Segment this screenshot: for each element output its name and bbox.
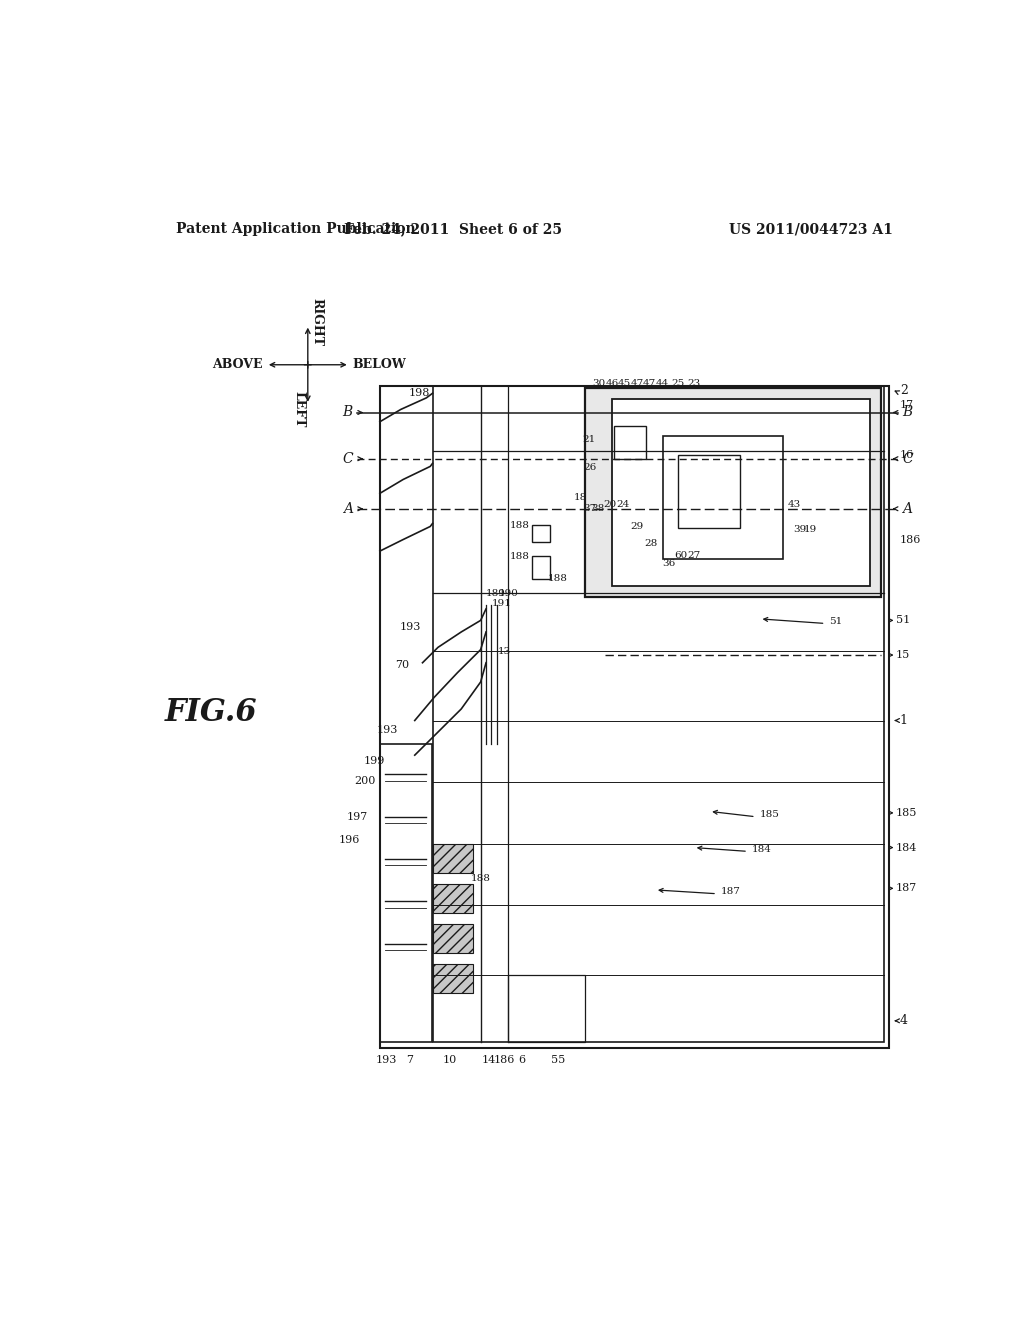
Text: 189: 189 <box>486 589 506 598</box>
Text: 188: 188 <box>510 552 529 561</box>
Text: B: B <box>902 405 912 420</box>
Text: 187: 187 <box>721 887 740 896</box>
Text: 24: 24 <box>615 500 629 510</box>
Text: 193: 193 <box>399 622 421 631</box>
Bar <box>380 387 889 1048</box>
Text: 14: 14 <box>481 1056 496 1065</box>
Text: 184: 184 <box>896 842 918 853</box>
Text: 27: 27 <box>687 552 700 560</box>
Text: 47: 47 <box>643 379 656 388</box>
Text: 185: 185 <box>760 810 779 818</box>
Text: 21: 21 <box>583 436 596 444</box>
Text: 193: 193 <box>377 725 397 735</box>
Text: US 2011/0044723 A1: US 2011/0044723 A1 <box>729 222 893 236</box>
Text: 51: 51 <box>829 616 843 626</box>
Bar <box>432 924 473 953</box>
Text: 187: 187 <box>896 883 918 894</box>
Text: C: C <box>342 451 352 466</box>
Text: ABOVE: ABOVE <box>212 358 263 371</box>
Text: 186: 186 <box>900 535 922 545</box>
Text: 188: 188 <box>548 574 567 582</box>
Text: 60: 60 <box>675 552 688 560</box>
Text: 188: 188 <box>510 521 529 531</box>
Text: 28: 28 <box>644 539 657 548</box>
Text: FIG.6: FIG.6 <box>165 697 257 729</box>
Text: 17: 17 <box>900 400 914 409</box>
Bar <box>586 388 882 598</box>
Text: 18: 18 <box>574 492 587 502</box>
Text: 20: 20 <box>603 500 616 510</box>
Text: LEFT: LEFT <box>293 391 305 428</box>
Text: 184: 184 <box>752 845 772 854</box>
Text: 55: 55 <box>551 1056 565 1065</box>
Bar <box>678 455 740 528</box>
Text: 45: 45 <box>618 379 632 388</box>
Text: 44: 44 <box>656 379 670 388</box>
Text: 2: 2 <box>900 384 907 397</box>
Text: 199: 199 <box>364 755 385 766</box>
Bar <box>531 525 550 543</box>
Text: 196: 196 <box>339 834 360 845</box>
Text: 19: 19 <box>804 525 816 535</box>
Text: 37: 37 <box>584 504 597 513</box>
Text: 39: 39 <box>794 525 807 535</box>
Text: 10: 10 <box>442 1056 457 1065</box>
Text: 198: 198 <box>409 388 430 399</box>
Text: 25: 25 <box>672 379 685 388</box>
Text: 23: 23 <box>687 379 700 388</box>
Bar <box>432 964 473 993</box>
Bar <box>508 974 586 1043</box>
Bar <box>432 387 885 1043</box>
Text: 13: 13 <box>498 647 511 656</box>
Text: 38: 38 <box>591 504 604 513</box>
Text: 16: 16 <box>900 450 914 459</box>
Text: 193: 193 <box>376 1056 396 1065</box>
Text: 1: 1 <box>900 714 908 727</box>
Text: 197: 197 <box>347 812 369 822</box>
Text: A: A <box>343 502 352 516</box>
Text: 188: 188 <box>471 874 490 883</box>
Text: C: C <box>902 451 912 466</box>
Text: 43: 43 <box>787 500 801 510</box>
Bar <box>531 556 550 579</box>
Text: 185: 185 <box>896 808 918 818</box>
Text: 6: 6 <box>518 1056 525 1065</box>
Text: Feb. 24, 2011  Sheet 6 of 25: Feb. 24, 2011 Sheet 6 of 25 <box>344 222 562 236</box>
Text: 26: 26 <box>584 463 597 473</box>
Text: BELOW: BELOW <box>352 358 407 371</box>
Bar <box>612 400 870 586</box>
Text: 200: 200 <box>354 776 376 785</box>
Bar <box>380 743 432 1043</box>
Text: 36: 36 <box>663 558 676 568</box>
Text: 30: 30 <box>593 379 606 388</box>
Text: 7: 7 <box>406 1056 413 1065</box>
Text: A: A <box>902 502 912 516</box>
Text: RIGHT: RIGHT <box>311 297 324 346</box>
Text: B: B <box>342 405 352 420</box>
Text: 186: 186 <box>494 1056 515 1065</box>
Text: 190: 190 <box>499 589 518 598</box>
Bar <box>432 884 473 913</box>
Bar <box>432 843 473 873</box>
Text: 191: 191 <box>493 599 512 609</box>
Bar <box>663 436 783 558</box>
Text: 47: 47 <box>631 379 644 388</box>
Text: 15: 15 <box>896 649 910 660</box>
Text: 29: 29 <box>631 521 644 531</box>
Text: 51: 51 <box>896 615 910 626</box>
Text: 46: 46 <box>606 379 618 388</box>
Text: 4: 4 <box>900 1014 908 1027</box>
Text: 70: 70 <box>395 660 410 671</box>
Text: Patent Application Publication: Patent Application Publication <box>176 222 416 236</box>
Bar <box>614 426 646 459</box>
